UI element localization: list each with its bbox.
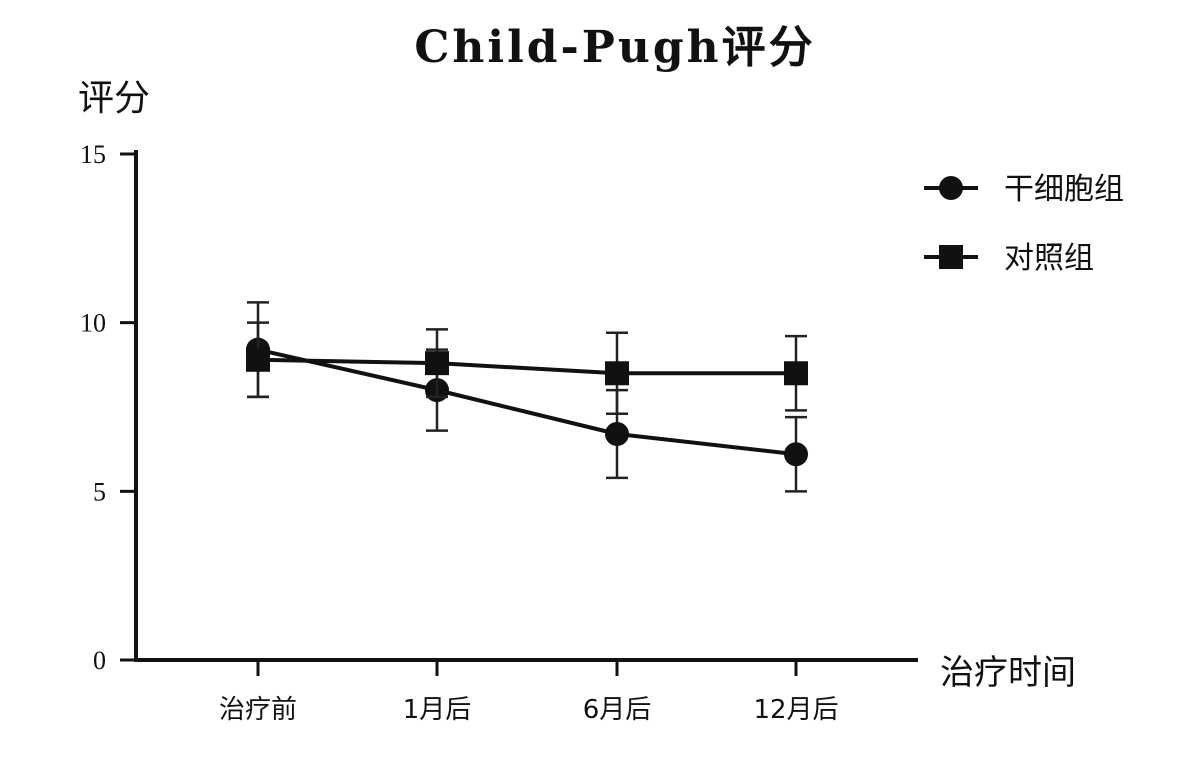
chart-title: Child-Pugh评分 <box>414 22 815 73</box>
legend-item: 干细胞组 <box>924 172 1124 207</box>
series-line <box>257 347 797 457</box>
data-point <box>246 347 270 372</box>
x-axis-label: 治疗时间 <box>940 653 1076 693</box>
legend-label: 干细胞组 <box>1004 172 1124 207</box>
axes <box>134 150 918 662</box>
series-stem-cell <box>246 301 808 493</box>
y-tick-label: 15 <box>80 140 106 169</box>
series-line <box>257 357 796 376</box>
data-point <box>425 351 449 376</box>
data-point <box>605 421 629 446</box>
data-point <box>784 361 808 386</box>
legend-item: 对照组 <box>924 241 1094 276</box>
legend-marker <box>939 245 963 269</box>
y-axis-label: 评分 <box>78 78 150 119</box>
x-tick-label: 12月后 <box>753 695 838 725</box>
x-tick-label: 6月后 <box>583 695 652 725</box>
y-tick-label: 5 <box>93 477 106 506</box>
legend-marker <box>939 176 963 200</box>
x-tick-label: 1月后 <box>403 695 472 725</box>
legend-label: 对照组 <box>1004 241 1094 276</box>
x-ticks: 治疗前 1月后 6月后 12月后 <box>219 660 839 725</box>
y-tick-label: 0 <box>93 646 106 675</box>
x-tick-label: 治疗前 <box>219 695 297 725</box>
y-tick-label: 10 <box>80 309 106 338</box>
data-point <box>605 361 629 386</box>
y-ticks: 0 5 10 15 <box>80 140 136 675</box>
data-point <box>784 442 808 467</box>
series-group <box>246 301 808 493</box>
series-control <box>246 321 808 415</box>
